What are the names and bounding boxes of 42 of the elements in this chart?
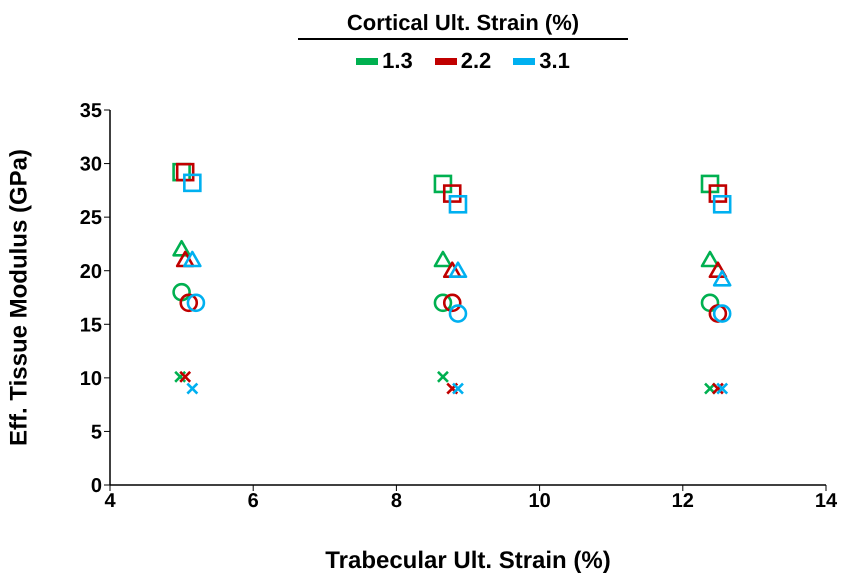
point xyxy=(436,370,450,384)
point xyxy=(442,184,462,203)
point xyxy=(452,382,464,395)
point xyxy=(434,174,452,194)
y-tick-label: 10 xyxy=(80,368,102,390)
y-axis-title: Eff. Tissue Modulus (GPa) xyxy=(6,149,33,446)
x-tick-label: 8 xyxy=(390,490,402,512)
legend-label: 3.1 xyxy=(539,48,570,74)
y-tick-label: 30 xyxy=(80,154,102,176)
y-tick-label: 20 xyxy=(80,260,102,283)
y-tick-label: 35 xyxy=(80,100,102,122)
point xyxy=(448,304,468,323)
legend-label: 1.3 xyxy=(382,48,413,74)
y-tick-label: 0 xyxy=(90,475,102,498)
y-tick-label: 15 xyxy=(80,314,102,336)
point xyxy=(434,250,452,268)
point xyxy=(448,194,468,214)
x-tick-label: 4 xyxy=(104,490,116,512)
point xyxy=(712,304,732,323)
x-tick-label: 12 xyxy=(672,490,694,512)
point xyxy=(172,282,191,302)
x-tick-label: 14 xyxy=(814,490,838,512)
legend-title: Cortical Ult. Strain (%) xyxy=(298,10,628,40)
point xyxy=(186,294,206,312)
point xyxy=(183,174,202,192)
x-tick-label: 10 xyxy=(528,490,551,512)
y-tick-label: 5 xyxy=(90,422,102,444)
point xyxy=(176,162,194,182)
x-tick-label: 6 xyxy=(248,490,259,512)
point xyxy=(712,270,732,287)
point xyxy=(186,382,199,395)
point xyxy=(716,382,728,395)
legend-label: 2.2 xyxy=(460,48,492,74)
point xyxy=(708,184,728,203)
point xyxy=(700,174,720,194)
point xyxy=(448,261,468,278)
point xyxy=(434,294,452,312)
point xyxy=(183,250,202,268)
point xyxy=(712,194,732,214)
point xyxy=(178,370,192,384)
x-axis-title: Trabecular Ult. Strain (%) xyxy=(325,547,611,574)
y-tick-label: 25 xyxy=(80,207,102,230)
